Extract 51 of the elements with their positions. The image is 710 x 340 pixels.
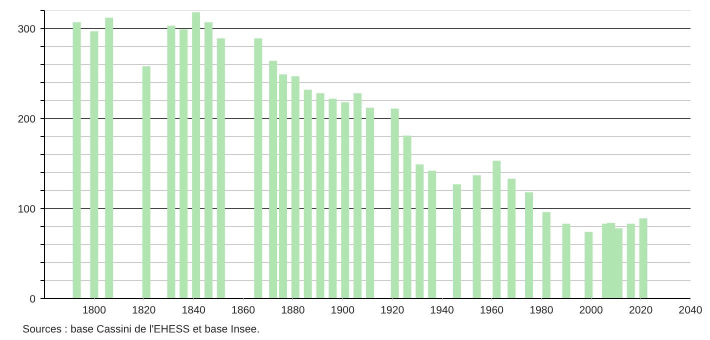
bar bbox=[562, 224, 570, 298]
bar bbox=[291, 76, 300, 298]
bar bbox=[428, 170, 436, 298]
x-tick-label: 1820 bbox=[132, 304, 156, 316]
bar bbox=[216, 38, 225, 298]
x-tick-label: 1900 bbox=[330, 304, 355, 316]
bar bbox=[254, 38, 262, 298]
x-tick-label: 2020 bbox=[628, 304, 653, 316]
bar bbox=[366, 108, 374, 298]
bar bbox=[525, 192, 533, 298]
x-tick-label: 1920 bbox=[380, 304, 404, 316]
x-tick-label: 1980 bbox=[530, 304, 554, 316]
y-tick-label: 300 bbox=[18, 24, 36, 36]
y-tick-label: 0 bbox=[30, 294, 36, 306]
x-tick-label: 1940 bbox=[430, 304, 454, 316]
source-note: Sources : base Cassini de l'EHESS et base Insee. bbox=[22, 324, 260, 336]
bar bbox=[328, 98, 337, 298]
x-tick-label: 2000 bbox=[579, 304, 604, 316]
bar bbox=[72, 22, 81, 298]
x-tick-label: 2040 bbox=[678, 304, 702, 316]
x-tick-label: 1840 bbox=[182, 304, 206, 316]
bar bbox=[180, 29, 188, 298]
bar bbox=[279, 74, 287, 298]
x-tick-label: 1960 bbox=[480, 304, 504, 316]
x-tick-label: 1860 bbox=[231, 304, 256, 316]
bar bbox=[390, 108, 399, 298]
bar bbox=[472, 175, 481, 298]
bar bbox=[639, 218, 648, 298]
bar bbox=[341, 102, 350, 298]
y-tick-label: 200 bbox=[18, 114, 36, 126]
bar bbox=[492, 160, 501, 298]
bar bbox=[403, 136, 412, 298]
bar bbox=[142, 66, 150, 298]
bar bbox=[304, 90, 312, 298]
x-tick-label: 1800 bbox=[82, 304, 106, 316]
bar bbox=[354, 93, 362, 298]
bar bbox=[626, 224, 635, 298]
x-tick-label: 1880 bbox=[281, 304, 305, 316]
bar bbox=[508, 178, 516, 298]
bar bbox=[316, 93, 324, 298]
bar bbox=[584, 232, 593, 298]
bar bbox=[452, 184, 461, 298]
bar bbox=[204, 22, 212, 298]
y-tick-label: 100 bbox=[18, 204, 36, 216]
bar bbox=[105, 18, 114, 298]
bar bbox=[167, 26, 176, 298]
bar bbox=[192, 12, 200, 298]
bar bbox=[416, 164, 424, 298]
bar bbox=[90, 31, 98, 298]
bar bbox=[542, 212, 550, 298]
bar bbox=[269, 60, 278, 298]
